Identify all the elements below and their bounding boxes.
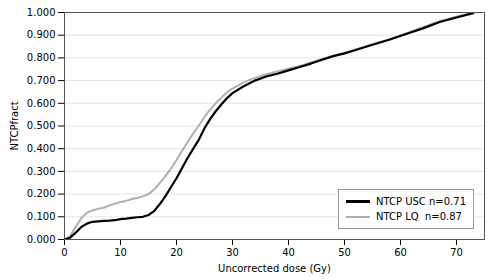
svg-text:50: 50 — [338, 247, 351, 258]
svg-text:1.000: 1.000 — [27, 7, 56, 18]
svg-text:0.800: 0.800 — [27, 52, 56, 63]
html-text:NTCP USC n=0.71: NTCP USC n=0.71 — [376, 196, 466, 207]
svg-text:20: 20 — [170, 247, 183, 258]
svg-text:40: 40 — [282, 247, 295, 258]
svg-text:0.000: 0.000 — [27, 234, 56, 245]
svg-text:30: 30 — [226, 247, 239, 258]
svg-text:0.100: 0.100 — [27, 211, 56, 222]
svg-text:60: 60 — [394, 247, 407, 258]
html-text:NTCP LQ n=0.87: NTCP LQ n=0.87 — [376, 211, 462, 222]
svg-text:0.600: 0.600 — [27, 98, 56, 109]
svg-text:10: 10 — [114, 247, 127, 258]
svg-text:NTCPfract: NTCPfract — [9, 101, 20, 150]
svg-text:0.400: 0.400 — [27, 143, 56, 154]
svg-text:0: 0 — [61, 247, 67, 258]
svg-text:70: 70 — [450, 247, 463, 258]
svg-text:Uncorrected dose (Gy): Uncorrected dose (Gy) — [218, 263, 331, 274]
svg-text:0.200: 0.200 — [27, 188, 56, 199]
svg-text:0.700: 0.700 — [27, 75, 56, 86]
svg-text:0.900: 0.900 — [27, 29, 56, 40]
svg-text:0.300: 0.300 — [27, 166, 56, 177]
svg-text:0.500: 0.500 — [27, 120, 56, 131]
